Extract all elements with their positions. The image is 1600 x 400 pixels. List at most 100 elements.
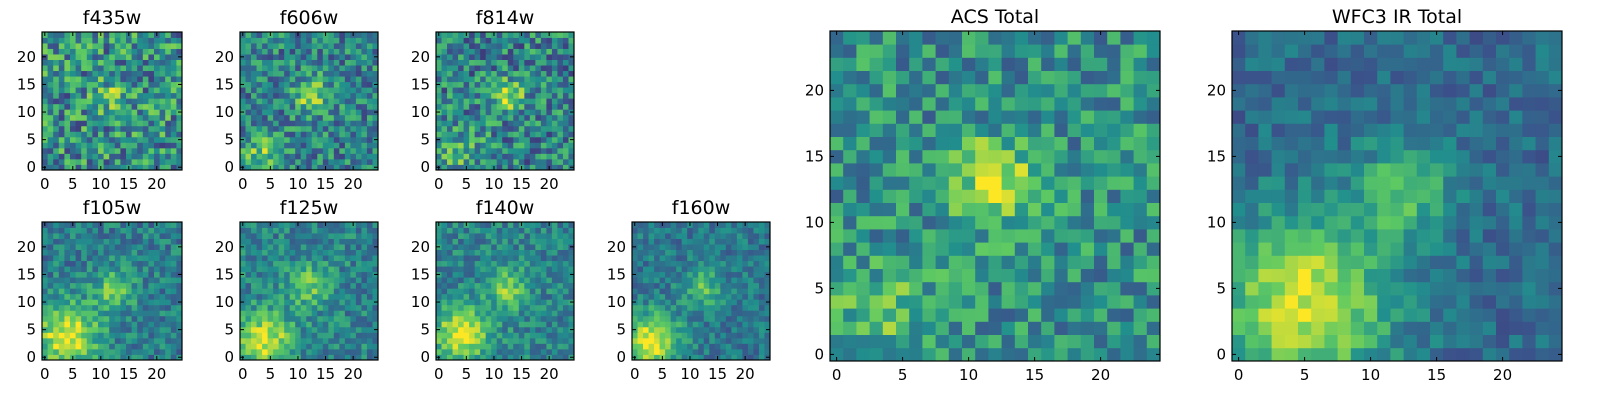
heatmap-cell (98, 48, 104, 55)
heatmap-cell (463, 277, 470, 284)
heatmap-cell (643, 304, 649, 311)
heatmap-cell (843, 176, 857, 190)
heatmap-cell (502, 326, 509, 333)
heatmap-cell (131, 147, 138, 154)
heatmap-cell (240, 147, 246, 154)
heatmap-cell (1014, 255, 1029, 269)
heatmap-cell (355, 310, 362, 317)
heatmap-cell (137, 54, 144, 60)
heatmap-cell (1054, 308, 1068, 322)
heatmap-cell (142, 238, 149, 245)
heatmap-cell (758, 255, 765, 262)
heatmap-cell (81, 81, 88, 88)
heatmap-cell (491, 315, 498, 322)
heatmap-cell (58, 348, 65, 355)
heatmap-cell (64, 332, 71, 339)
heatmap-cell (317, 233, 324, 239)
heatmap-cell (355, 227, 362, 234)
heatmap-cell (267, 244, 274, 250)
heatmap-cell (289, 81, 296, 88)
heatmap-cell (317, 103, 324, 110)
heatmap-cell (568, 142, 575, 149)
heatmap-cell (137, 164, 144, 171)
heatmap-cell (262, 37, 268, 44)
heatmap-cell (339, 227, 346, 234)
heatmap-cell (273, 271, 280, 278)
heatmap-cell (758, 244, 765, 250)
heatmap-cell (474, 37, 481, 44)
heatmap-cell (114, 142, 121, 149)
heatmap-cell (469, 136, 476, 143)
heatmap-cell (557, 244, 564, 250)
heatmap-cell (513, 255, 520, 262)
heatmap-cell (843, 334, 857, 349)
heatmap-cell (289, 255, 296, 262)
heatmap-cell (344, 332, 351, 339)
heatmap-cell (344, 293, 351, 300)
heatmap-cell (120, 131, 127, 138)
heatmap-cell (562, 354, 569, 361)
heatmap-cell (165, 147, 172, 154)
heatmap-cell (502, 233, 509, 239)
heatmap-cell (339, 315, 346, 322)
heatmap-cell (70, 326, 76, 333)
heatmap-cell (469, 142, 476, 149)
heatmap-cell (165, 343, 172, 350)
heatmap-cell (86, 271, 93, 278)
heatmap-cell (361, 293, 368, 300)
heatmap-cell (659, 277, 666, 284)
heatmap-cell (524, 238, 531, 245)
heatmap-cell (75, 282, 82, 289)
heatmap-cell (361, 249, 368, 256)
heatmap-cell (896, 308, 910, 322)
heatmap-cell (58, 98, 65, 105)
heatmap-cell (350, 343, 357, 350)
heatmap-cell (676, 227, 683, 234)
heatmap-cell (709, 266, 716, 273)
heatmap-cell (676, 271, 683, 278)
heatmap-cell (1028, 229, 1042, 243)
heatmap-cell (333, 48, 340, 55)
heatmap-cell (92, 158, 99, 165)
heatmap-cell (165, 153, 172, 160)
heatmap-cell (962, 308, 976, 322)
heatmap-cell (474, 315, 481, 322)
heatmap-cell (126, 271, 132, 278)
heatmap-cell (322, 337, 329, 344)
heatmap-cell (278, 92, 285, 99)
heatmap-cell (491, 321, 498, 328)
heatmap-cell (131, 43, 138, 49)
heatmap-cell (843, 163, 857, 177)
heatmap-cell (339, 142, 346, 149)
heatmap-cell (988, 308, 1002, 322)
heatmap-cell (551, 238, 558, 245)
heatmap-cell (485, 59, 492, 66)
heatmap-cell (502, 54, 509, 60)
heatmap-cell (436, 120, 442, 127)
heatmap-cell (659, 271, 666, 278)
heatmap-cell (240, 76, 246, 83)
heatmap-cell (447, 98, 453, 105)
heatmap-cell (524, 92, 531, 99)
heatmap-cell (98, 227, 104, 234)
heatmap-cell (524, 125, 531, 132)
heatmap-cell (98, 343, 104, 350)
heatmap-cell (300, 299, 307, 306)
heatmap-cell (830, 308, 844, 322)
heatmap-cell (436, 227, 442, 234)
heatmap-cell (491, 103, 498, 110)
heatmap-cell (300, 92, 307, 99)
heatmap-cell (452, 266, 459, 273)
heatmap-cell (245, 326, 252, 333)
heatmap-cell (507, 164, 514, 171)
heatmap-cell (137, 65, 144, 72)
heatmap-cell (496, 114, 503, 121)
heatmap-cell (562, 48, 569, 55)
heatmap-cell (496, 271, 503, 278)
heatmap-cell (273, 32, 280, 38)
heatmap-cell (447, 326, 453, 333)
heatmap-cell (350, 310, 357, 317)
heatmap-cell (126, 120, 132, 127)
heatmap-cell (366, 65, 373, 72)
heatmap-cell (458, 114, 464, 121)
